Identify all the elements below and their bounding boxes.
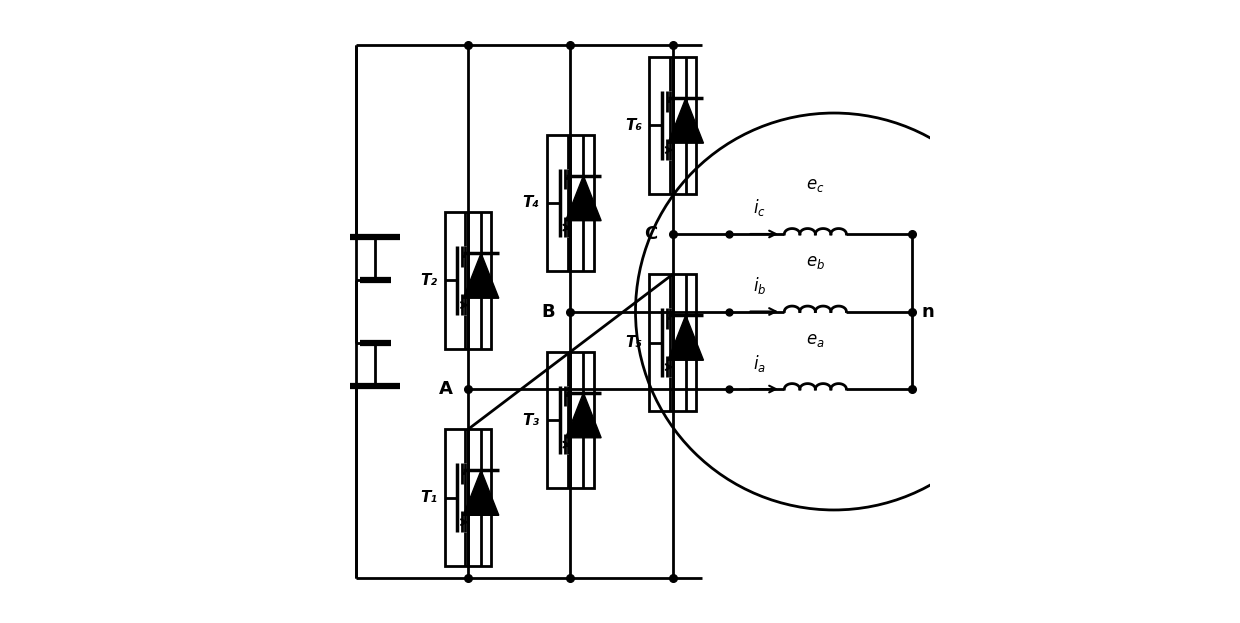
Text: T₃: T₃	[523, 412, 539, 427]
Polygon shape	[464, 470, 498, 515]
Text: $\mathbf{n}$: $\mathbf{n}$	[921, 303, 934, 320]
Text: $e_b$: $e_b$	[806, 253, 825, 271]
Bar	[650, 57, 696, 194]
Polygon shape	[668, 315, 703, 360]
Polygon shape	[565, 176, 601, 221]
Text: $e_c$: $e_c$	[806, 176, 825, 194]
Bar	[547, 352, 594, 488]
Text: $i_c$: $i_c$	[753, 197, 766, 219]
Bar	[547, 135, 594, 271]
Text: A: A	[439, 380, 453, 398]
Text: $e_a$: $e_a$	[806, 331, 825, 349]
Text: T₄: T₄	[523, 196, 539, 211]
Text: T₅: T₅	[625, 335, 642, 350]
Text: T₁: T₁	[420, 490, 438, 505]
Bar	[445, 212, 491, 349]
Text: C: C	[644, 225, 657, 243]
Text: B: B	[541, 303, 554, 320]
Text: T₆: T₆	[625, 118, 642, 133]
Polygon shape	[464, 253, 498, 298]
Bar	[650, 274, 696, 411]
Text: T₂: T₂	[420, 273, 438, 288]
Polygon shape	[668, 98, 703, 143]
Bar	[445, 429, 491, 566]
Polygon shape	[565, 392, 601, 438]
Text: $i_a$: $i_a$	[753, 353, 766, 374]
Text: $i_b$: $i_b$	[753, 275, 766, 296]
